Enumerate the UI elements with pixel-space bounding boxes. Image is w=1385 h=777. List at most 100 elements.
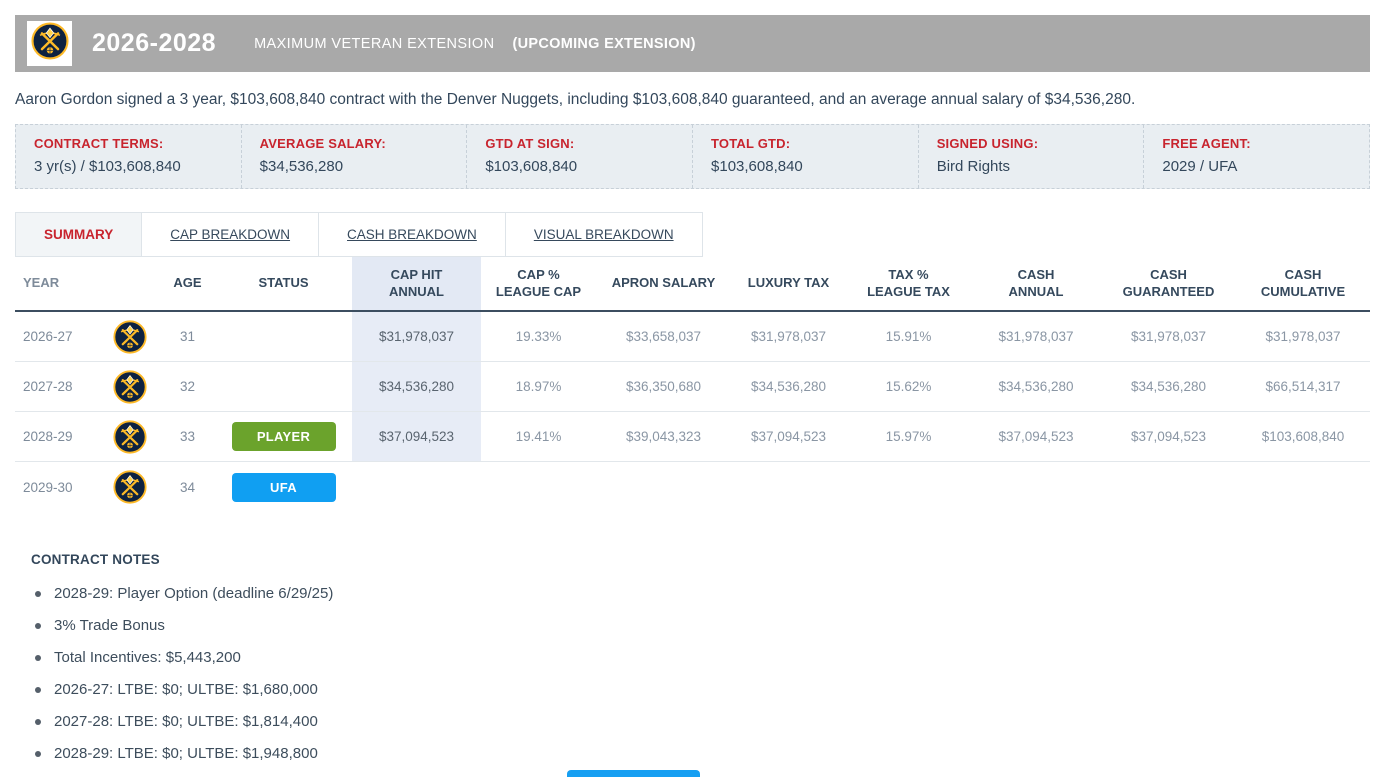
cash-cumulative-cell: $66,514,317	[1265, 379, 1341, 394]
tab-label: CAP BREAKDOWN	[170, 227, 291, 242]
cap-hit-annual-cell: $31,978,037	[352, 312, 481, 361]
team-logo-cell[interactable]	[100, 369, 160, 404]
contract-term-value: $103,608,840	[711, 158, 803, 175]
contract-term-label: AVERAGE SALARY:	[259, 136, 386, 151]
contract-years: 2026-2028	[92, 29, 217, 57]
luxury-tax-cell: $37,094,523	[750, 429, 827, 444]
denver-nuggets-logo-icon	[113, 419, 147, 454]
luxury-tax-cell: $31,978,037	[750, 329, 827, 344]
cap-pct-league-cap-cell: 19.33%	[515, 329, 562, 344]
contract-notes-title: CONTRACT NOTES	[31, 552, 160, 567]
apron-salary-cell: $36,350,680	[625, 379, 702, 394]
tab-visual-breakdown[interactable]: VISUAL BREAKDOWN	[505, 212, 703, 257]
contract-term-label: FREE AGENT:	[1162, 136, 1251, 151]
contract-term-cell: FREE AGENT: 2029 / UFA	[1144, 125, 1369, 188]
age-cell: 34	[179, 479, 196, 495]
cash-annual-cell: $31,978,037	[998, 329, 1074, 344]
contract-term-cell: SIGNED USING: Bird Rights	[919, 125, 1145, 188]
tab-summary[interactable]: SUMMARY	[15, 212, 143, 257]
cash-cumulative-cell: $31,978,037	[1265, 329, 1341, 344]
denver-nuggets-logo-icon	[113, 319, 147, 354]
cash-annual-cell: $34,536,280	[998, 379, 1074, 394]
cap-pct-league-cap-cell: 18.97%	[515, 379, 562, 394]
contract-term-value: $34,536,280	[259, 158, 344, 175]
age-cell: 33	[179, 429, 196, 444]
tab-label: CASH BREAKDOWN	[347, 227, 477, 242]
contract-note-item: 2028-29: LTBE: $0; ULTBE: $1,948,800	[31, 745, 1370, 762]
table-row-2029-30: 2029-30 34 UFA	[15, 462, 1370, 512]
contract-term-cell: GTD AT SIGN: $103,608,840	[467, 125, 694, 188]
team-logo-cell[interactable]	[100, 419, 160, 454]
contract-notes: CONTRACT NOTES 2028-29: Player Option (d…	[15, 552, 1370, 762]
contract-note-item: 3% Trade Bonus	[31, 617, 1370, 634]
column-header-status: STATUS	[258, 275, 309, 291]
contract-term-value: 2029 / UFA	[1162, 158, 1238, 175]
cash-annual-cell: $37,094,523	[998, 429, 1074, 444]
tax-pct-league-tax-cell: 15.62%	[885, 379, 932, 394]
column-header-cap-league-cap: CAP % LEAGUE CAP	[495, 266, 582, 299]
contract-term-cell: TOTAL GTD: $103,608,840	[693, 125, 919, 188]
tax-pct-league-tax-cell: 15.91%	[885, 329, 932, 344]
denver-nuggets-logo-icon	[30, 22, 69, 65]
tab-label: SUMMARY	[44, 227, 114, 242]
year-cell: 2029-30	[23, 479, 73, 495]
contract-term-value: 3 yr(s) / $103,608,840	[34, 158, 181, 175]
tab-cash-breakdown[interactable]: CASH BREAKDOWN	[319, 212, 506, 257]
contract-description: Aaron Gordon signed a 3 year, $103,608,8…	[15, 91, 1136, 108]
apron-salary-cell: $33,658,037	[625, 329, 702, 344]
tab-cap-breakdown[interactable]: CAP BREAKDOWN	[142, 212, 320, 257]
status-badge-ufa: UFA	[231, 472, 336, 502]
contract-section-header: 2026-2028 MAXIMUM VETERAN EXTENSION (UPC…	[15, 15, 1370, 72]
tab-label: VISUAL BREAKDOWN	[533, 227, 674, 242]
team-logo-box[interactable]	[27, 21, 72, 66]
table-body: 2026-27 31 $31,978,037 19.33% $33,658,037 $3…	[15, 312, 1370, 512]
contract-notes-list: 2028-29: Player Option (deadline 6/29/25…	[31, 585, 1370, 762]
contract-term-label: TOTAL GTD:	[711, 136, 791, 151]
column-header-tax-league-tax: TAX % LEAGUE TAX	[867, 266, 950, 299]
team-logo-cell[interactable]	[100, 470, 160, 504]
apron-salary-cell: $39,043,323	[625, 429, 702, 444]
cash-guaranteed-cell: $31,978,037	[1130, 329, 1207, 344]
cash-cumulative-cell: $103,608,840	[1261, 429, 1345, 444]
column-header-cash-guaranteed: CASH GUARANTEED	[1122, 266, 1215, 299]
tax-pct-league-tax-cell: 15.97%	[885, 429, 932, 444]
contract-note-item: 2028-29: Player Option (deadline 6/29/25…	[31, 585, 1370, 602]
contract-summary-table: YEAR AGE STATUS CAP HIT ANNUAL CAP % LEAGUE …	[15, 257, 1370, 512]
contract-term-label: SIGNED USING:	[936, 136, 1039, 151]
contract-status-label: (UPCOMING EXTENSION)	[512, 35, 696, 52]
contract-note-item: 2027-28: LTBE: $0; ULTBE: $1,814,400	[31, 713, 1370, 730]
column-header-cash-cumulative: CASH CUMULATIVE	[1260, 266, 1346, 299]
table-row-2026-27: 2026-27 31 $31,978,037 19.33% $33,658,037 $3…	[15, 312, 1370, 362]
contract-term-cell: AVERAGE SALARY: $34,536,280	[242, 125, 468, 188]
column-header-year: YEAR	[23, 275, 60, 291]
column-header-age: AGE	[173, 275, 202, 291]
denver-nuggets-logo-icon	[113, 369, 147, 404]
contract-term-value: Bird Rights	[936, 158, 1011, 175]
cash-guaranteed-cell: $37,094,523	[1130, 429, 1207, 444]
year-cell: 2026-27	[23, 329, 73, 344]
status-badge-player: PLAYER	[231, 422, 336, 451]
table-header-row: YEAR AGE STATUS CAP HIT ANNUAL CAP % LEAGUE …	[15, 257, 1370, 312]
year-cell: 2027-28	[23, 379, 73, 394]
status-cell: PLAYER	[215, 422, 352, 451]
column-header-luxury-tax: LUXURY TAX	[747, 275, 830, 291]
contract-term-label: GTD AT SIGN:	[485, 136, 575, 151]
breakdown-tabs: SUMMARY CAP BREAKDOWN CASH BREAKDOWN VISUAL…	[15, 212, 1370, 257]
contract-term-value: $103,608,840	[485, 158, 578, 175]
contract-type-label: MAXIMUM VETERAN EXTENSION	[254, 35, 495, 52]
luxury-tax-cell: $34,536,280	[750, 379, 827, 394]
contract-term-label: CONTRACT TERMS:	[34, 136, 164, 151]
cap-hit-annual-cell: $37,094,523	[352, 412, 481, 461]
team-logo-cell[interactable]	[100, 319, 160, 354]
denver-nuggets-logo-icon	[30, 22, 69, 60]
cap-hit-annual-cell: $34,536,280	[352, 362, 481, 411]
table-row-2027-28: 2027-28 32 $34,536,280 18.97% $36,350,680 $3…	[15, 362, 1370, 412]
contract-note-item: Total Incentives: $5,443,200	[31, 649, 1370, 666]
age-cell: 31	[179, 329, 196, 344]
column-header-apron-salary: APRON SALARY	[611, 275, 716, 291]
partial-bottom-element	[567, 770, 700, 777]
status-cell: UFA	[215, 472, 352, 502]
denver-nuggets-logo-icon	[113, 470, 147, 504]
column-header-cap-hit-annual: CAP HIT ANNUAL	[352, 257, 481, 310]
